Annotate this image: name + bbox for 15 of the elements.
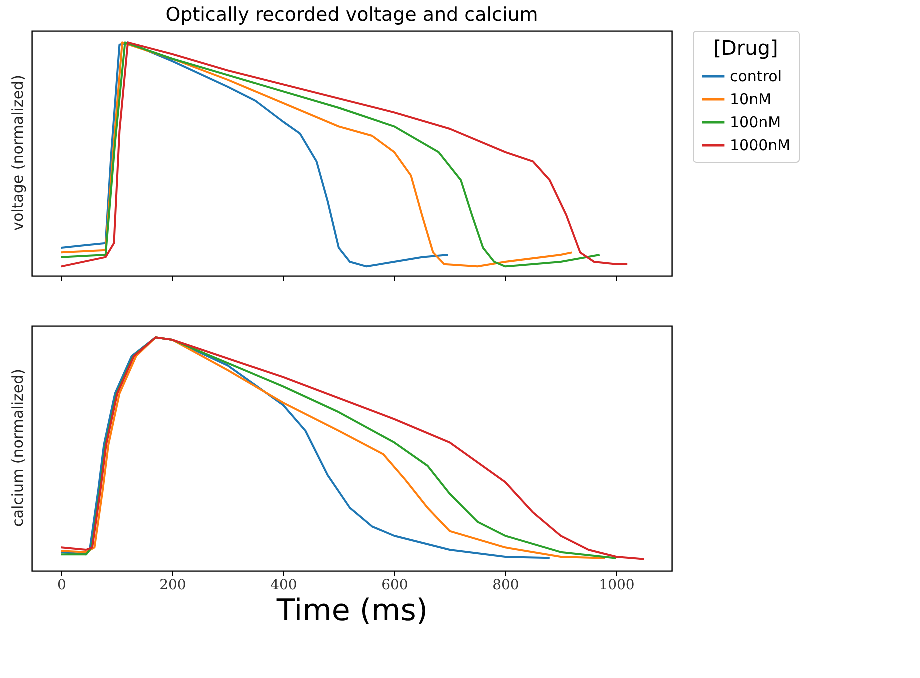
x-tick-label: 200 (160, 578, 186, 594)
x-tick-label: 1000 (599, 578, 635, 594)
y-axis-title: voltage (normalized) (9, 75, 27, 231)
x-tick-label: 0 (57, 578, 66, 594)
x-tick-label: 600 (382, 578, 408, 594)
legend-label: 10nM (730, 90, 772, 108)
legend-label: 1000nM (730, 136, 791, 154)
x-tick-label: 400 (270, 578, 298, 594)
y-axis-title: calcium (normalized) (9, 369, 27, 527)
x-tick-label: 800 (492, 578, 520, 594)
legend-label: 100nM (730, 114, 782, 132)
legend-title: [Drug] (714, 36, 778, 60)
legend-label: control (730, 68, 782, 86)
x-axis-title: Time (ms) (276, 594, 428, 628)
chart-title: Optically recorded voltage and calcium (166, 4, 538, 26)
